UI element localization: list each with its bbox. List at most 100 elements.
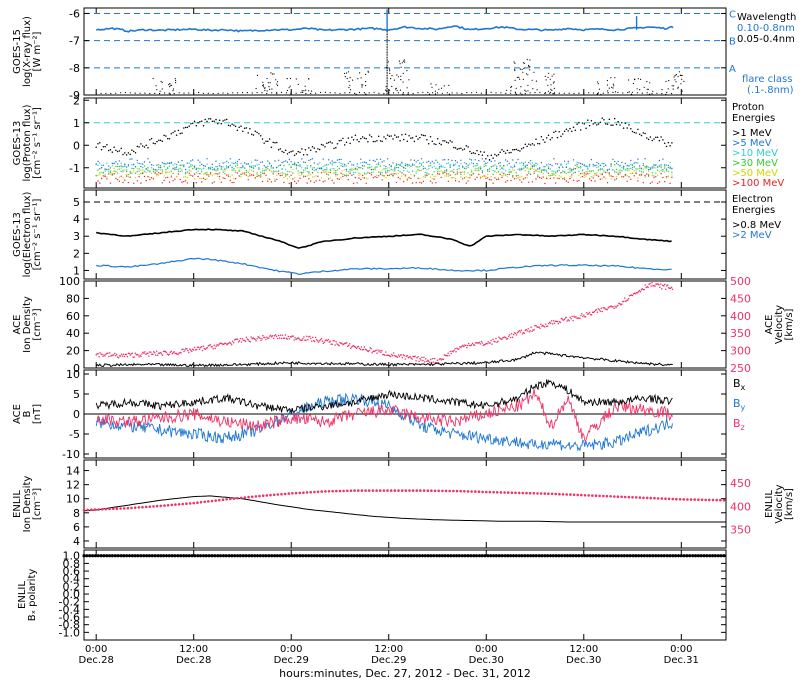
data-point: [454, 163, 457, 165]
data-point: [551, 323, 554, 325]
data-point: [588, 178, 591, 180]
data-point: [160, 353, 163, 355]
data-point: [525, 90, 527, 92]
data-point: [113, 554, 117, 558]
data-point: [152, 77, 154, 80]
data-point: [341, 342, 343, 345]
data-point: [637, 290, 640, 293]
data-point: [284, 149, 287, 151]
data-point: [385, 177, 387, 179]
data-point: [470, 174, 473, 176]
data-point: [386, 42, 388, 44]
data-point: [588, 124, 591, 127]
data-point: [170, 84, 173, 86]
data-point: [417, 159, 419, 162]
data-point: [675, 74, 677, 76]
data-point: [449, 350, 451, 353]
data-point: [360, 158, 362, 160]
data-point: [324, 490, 327, 493]
data-point: [628, 176, 630, 178]
data-point: [677, 86, 679, 88]
data-point: [527, 84, 529, 86]
data-point: [487, 170, 489, 172]
data-point: [276, 83, 278, 85]
data-point: [503, 168, 505, 170]
data-point: [417, 177, 419, 179]
data-point: [293, 177, 296, 179]
data-point: [256, 131, 258, 134]
data-point: [397, 169, 399, 172]
data-point: [186, 182, 189, 184]
data-point: [465, 144, 468, 147]
data-point: [174, 503, 177, 506]
data-point: [295, 164, 298, 166]
data-point: [522, 62, 525, 64]
data-point: [442, 139, 444, 142]
data-point: [247, 179, 249, 181]
ace-b-ytick-label: 10: [66, 368, 80, 381]
data-point: [215, 169, 217, 171]
data-point: [396, 90, 398, 92]
data-point: [528, 143, 530, 145]
data-point: [133, 182, 135, 184]
data-point: [292, 150, 294, 152]
data-point: [413, 159, 416, 161]
data-point: [557, 554, 561, 558]
data-point: [614, 77, 616, 79]
data-point: [279, 174, 281, 177]
data-point: [187, 554, 191, 558]
data-point: [234, 165, 237, 167]
data-point: [597, 92, 600, 94]
data-point: [279, 148, 282, 150]
data-point: [649, 182, 652, 184]
data-point: [525, 491, 528, 495]
data-point: [111, 162, 114, 165]
data-point: [678, 71, 681, 73]
data-point: [574, 554, 578, 558]
data-point: [370, 166, 373, 168]
data-point: [249, 169, 251, 171]
data-point: [448, 84, 450, 86]
data-point: [153, 352, 156, 354]
data-point: [99, 142, 101, 144]
data-point: [275, 79, 277, 81]
data-point: [396, 74, 398, 76]
data-point: [520, 554, 524, 558]
data-point: [213, 554, 217, 558]
data-point: [617, 91, 619, 93]
data-point: [592, 177, 594, 179]
data-point: [267, 165, 269, 168]
data-point: [375, 554, 379, 558]
data-point: [472, 165, 475, 167]
data-point: [395, 164, 398, 166]
data-point: [637, 158, 639, 160]
data-point: [229, 164, 231, 167]
data-point: [520, 329, 523, 331]
data-point: [247, 339, 250, 341]
data-point: [478, 173, 480, 176]
xray-ytick-label: -9: [69, 89, 80, 102]
data-point: [527, 74, 529, 76]
data-point: [244, 340, 247, 343]
data-point: [283, 492, 287, 496]
data-point: [610, 164, 612, 166]
data-point: [95, 182, 97, 185]
data-point: [188, 162, 190, 165]
data-point: [485, 157, 487, 160]
data-point: [581, 163, 584, 165]
data-point: [118, 150, 121, 152]
data-point: [667, 141, 670, 144]
data-point: [588, 172, 591, 175]
data-point: [431, 86, 433, 88]
data-point: [642, 168, 644, 171]
data-point: [591, 554, 595, 558]
data-point: [392, 162, 394, 164]
data-point: [304, 149, 307, 151]
data-point: [274, 178, 276, 180]
data-point: [424, 167, 426, 169]
data-point: [340, 177, 342, 179]
data-point: [268, 178, 271, 180]
data-point: [623, 495, 627, 499]
data-point: [286, 161, 289, 163]
data-point: [449, 140, 451, 142]
